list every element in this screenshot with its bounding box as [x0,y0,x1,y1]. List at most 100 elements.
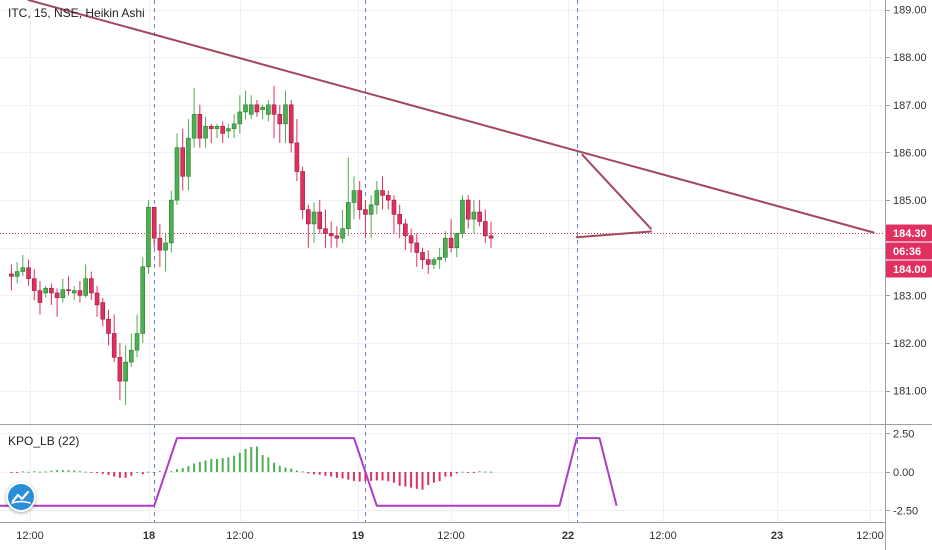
kpo-histogram-bar [215,458,218,472]
candle-body [403,223,408,237]
kpo-histogram-bar [84,471,87,473]
kpo-histogram-bar [421,471,424,490]
kpo-histogram-bar [392,471,395,483]
time-tick-label: 18 [143,530,155,542]
time-tick-label: 12:00 [856,530,884,542]
candle-body [443,237,448,258]
kpo-histogram-bar [415,471,418,489]
candle-body [83,278,88,296]
candle [471,200,477,234]
kpo-histogram-bar [261,455,264,472]
candle-body [294,142,300,172]
candle [231,114,237,139]
price-tick-label: 189.00 [893,5,927,17]
trendline-pennant-lower[interactable] [575,230,652,239]
candle-body [49,287,54,294]
candle [334,226,340,248]
candle [60,278,66,303]
price-marker-label[interactable]: 184.00 [886,260,932,278]
kpo-histogram-bar [107,471,110,476]
indicator-tick-label: -2.50 [893,505,918,517]
tradingview-logo[interactable] [6,482,36,512]
candle-body [357,190,363,210]
indicator-axis[interactable]: 2.50 0.00 -2.50 [886,428,918,517]
candle-body [483,221,488,237]
candle [414,233,420,267]
kpo-histogram-bar [398,471,401,486]
price-tick-label: 188.00 [893,52,927,64]
candle-body [380,190,385,196]
candle [106,309,111,346]
candle-body [31,278,37,291]
candle [477,200,482,227]
candle-body [328,233,334,237]
kpo-histogram-bar [307,471,310,474]
candle [226,123,231,139]
kpo-histogram-bar [273,462,276,472]
kpo-histogram-bar [78,471,81,473]
candle-body [71,290,77,294]
kpo-line [0,437,618,507]
kpo-histogram-bar [113,471,116,477]
last-price-label[interactable]: 184.30 [886,224,932,242]
trendline-pennant-upper[interactable] [581,153,652,230]
candle-body [100,302,106,320]
kpo-histogram-bar [96,471,99,473]
candle [483,209,488,243]
candle [448,219,454,253]
candle-body [260,106,265,110]
kpo-histogram-bar [404,471,407,487]
candle-body [60,289,66,299]
kpo-histogram-bar [455,471,458,474]
trendlines[interactable] [27,0,875,239]
candle-body [106,318,111,334]
candle-body [231,123,237,129]
candle [54,288,60,317]
kpo-signal-line [0,437,618,507]
candle [397,204,402,239]
candle [374,181,380,215]
price-axis[interactable]: 189.00 188.00 187.00 186.00 185.00 184.00 183.… [886,5,932,398]
candle-body [271,104,277,115]
kpo-histogram-bar [450,471,453,477]
candle-body [323,228,328,234]
candle [49,283,54,305]
candle-body [208,125,214,129]
candle [351,176,357,220]
kpo-histogram-bar [290,468,293,472]
kpo-histogram-bar [170,471,173,473]
candle [323,209,328,248]
kpo-histogram-bar [318,471,321,475]
candle-body [448,237,454,249]
trendline-descending-resistance[interactable] [27,0,875,234]
last-price-label-text: 184.30 [893,228,927,240]
kpo-histogram-bar [472,471,475,473]
candle-body [300,171,305,210]
candle-body [465,199,471,220]
kpo-histogram-bar [233,455,236,472]
kpo-histogram-bar [490,471,493,473]
candle [77,281,83,303]
candle-body [197,114,203,139]
countdown-label[interactable]: 06:36 [886,242,932,260]
candle-body [391,199,397,215]
price-tick-label: 181.00 [893,386,927,398]
candle-body [460,199,465,234]
kpo-histogram-bar [227,457,230,472]
candle [100,297,106,327]
time-axis[interactable]: 12:00 18 12:00 19 12:00 22 12:00 23 12:00 [16,530,884,542]
candle [26,259,31,286]
kpo-histogram-bar [427,471,430,486]
candle-body [203,125,208,139]
candle [380,176,385,210]
candle [271,85,277,139]
kpo-histogram-bar [56,470,59,472]
candle [243,90,248,120]
kpo-histogram-bar [141,471,144,475]
candle-body [163,242,168,251]
kpo-histogram-bar [244,448,247,472]
kpo-histogram-bar [250,447,253,472]
